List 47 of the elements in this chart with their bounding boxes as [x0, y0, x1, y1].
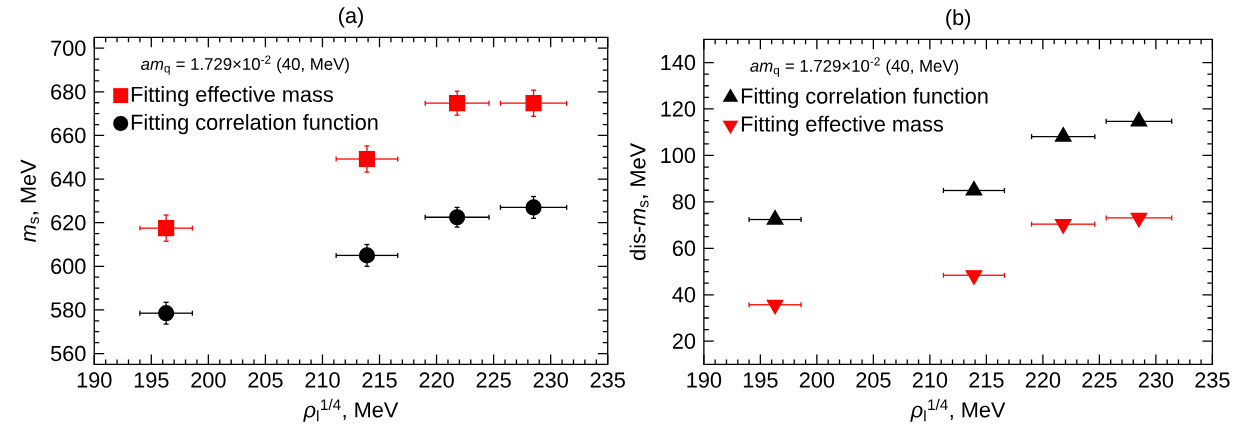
x-tick-label: 200 [799, 372, 835, 388]
y-axis-title: m$_{s}$, MeV [20, 159, 39, 243]
chart-title: (b) [946, 9, 971, 30]
x-tick-label: 195 [743, 372, 778, 388]
y-tick-label: 120 [661, 101, 696, 117]
y-tick-label: 640 [51, 171, 86, 187]
x-tick-label: 190 [77, 372, 112, 388]
x-tick-label: 230 [1138, 372, 1174, 388]
x-tick-label: 190 [687, 372, 722, 388]
x-tick-label: 215 [362, 372, 397, 388]
x-tick-label: 220 [419, 372, 454, 388]
x-tick-label: 195 [134, 372, 169, 388]
x-tick-label: 230 [533, 372, 568, 388]
y-tick-label: 600 [51, 258, 86, 275]
y-tick-label: 60 [672, 240, 696, 257]
y-tick-label: 660 [51, 127, 86, 144]
x-tick-label: 210 [305, 372, 340, 388]
x-tick-label: 215 [969, 372, 1004, 388]
x-tick-label: 235 [590, 372, 625, 388]
y-tick-label: 80 [672, 194, 696, 210]
x-tick-label: 200 [191, 372, 226, 388]
y-tick-label: 620 [51, 215, 86, 231]
x-axis-title: ρ$_{l}$$^{1/4}$, MeV [303, 399, 399, 422]
x-tick-label: 235 [1195, 372, 1230, 388]
annotation: am$_{q}$ = 1.729×10$^{-2}$ (40, MeV) [141, 55, 349, 75]
y-tick-label: 560 [50, 345, 86, 362]
x-tick-label: 205 [856, 372, 891, 388]
y-tick-label: 100 [661, 147, 696, 164]
x-tick-label: 225 [476, 372, 511, 388]
x-tick-label: 205 [248, 372, 283, 388]
y-tick-label: 700 [51, 40, 86, 57]
x-tick-label: 220 [1025, 372, 1061, 388]
y-tick-label: 680 [51, 84, 86, 100]
chart-title: (a) [339, 7, 363, 28]
legend-label: Fitting correlation function [741, 87, 988, 109]
x-tick-label: 210 [912, 372, 948, 388]
legend-label: Fitting correlation function [131, 114, 378, 135]
y-tick-label: 140 [661, 54, 696, 71]
legend-label: Fitting effective mass [741, 115, 944, 137]
y-tick-label: 20 [672, 333, 696, 350]
y-tick-label: 40 [672, 287, 696, 303]
y-axis-title: dis-m$_{s}$, MeV [629, 143, 649, 261]
x-axis-title: ρ$_{l}$$^{1/4}$, MeV [910, 399, 1006, 422]
x-tick-label: 225 [1082, 372, 1117, 388]
y-tick-label: 580 [50, 302, 86, 318]
legend-label: Fitting effective mass [131, 86, 333, 107]
annotation: am$_{q}$ = 1.729×10$^{-2}$ (40, MeV) [750, 57, 959, 77]
